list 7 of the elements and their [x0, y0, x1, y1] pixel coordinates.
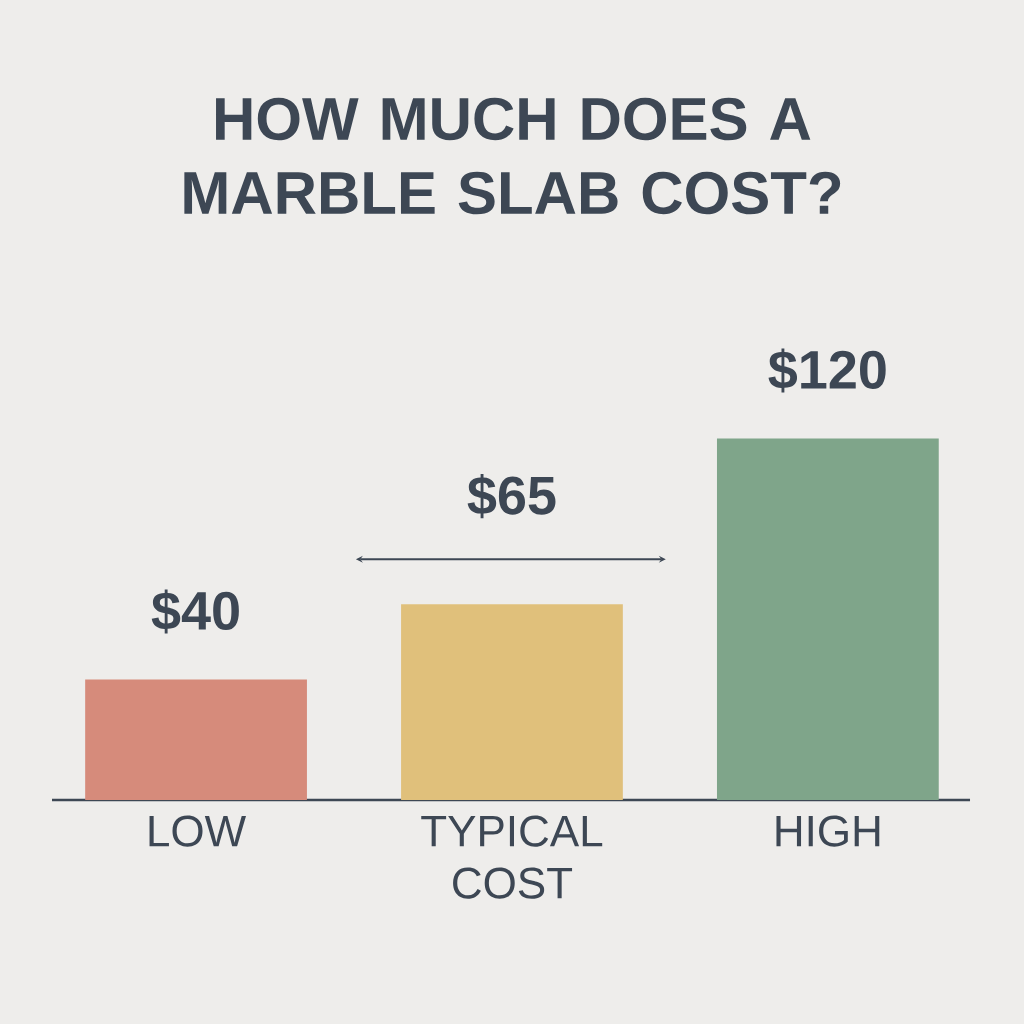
x-tick-label: TYPICAL COST [421, 815, 603, 899]
chart-title: HOW MUCH DOES A MARBLE SLAB COST? [184, 97, 841, 215]
data-label: $65 [467, 474, 556, 519]
data-label: $40 [151, 589, 239, 634]
data-label: $120 [768, 348, 886, 393]
x-tick-label: LOW [149, 815, 247, 847]
x-tick-label: HIGH [776, 815, 880, 847]
